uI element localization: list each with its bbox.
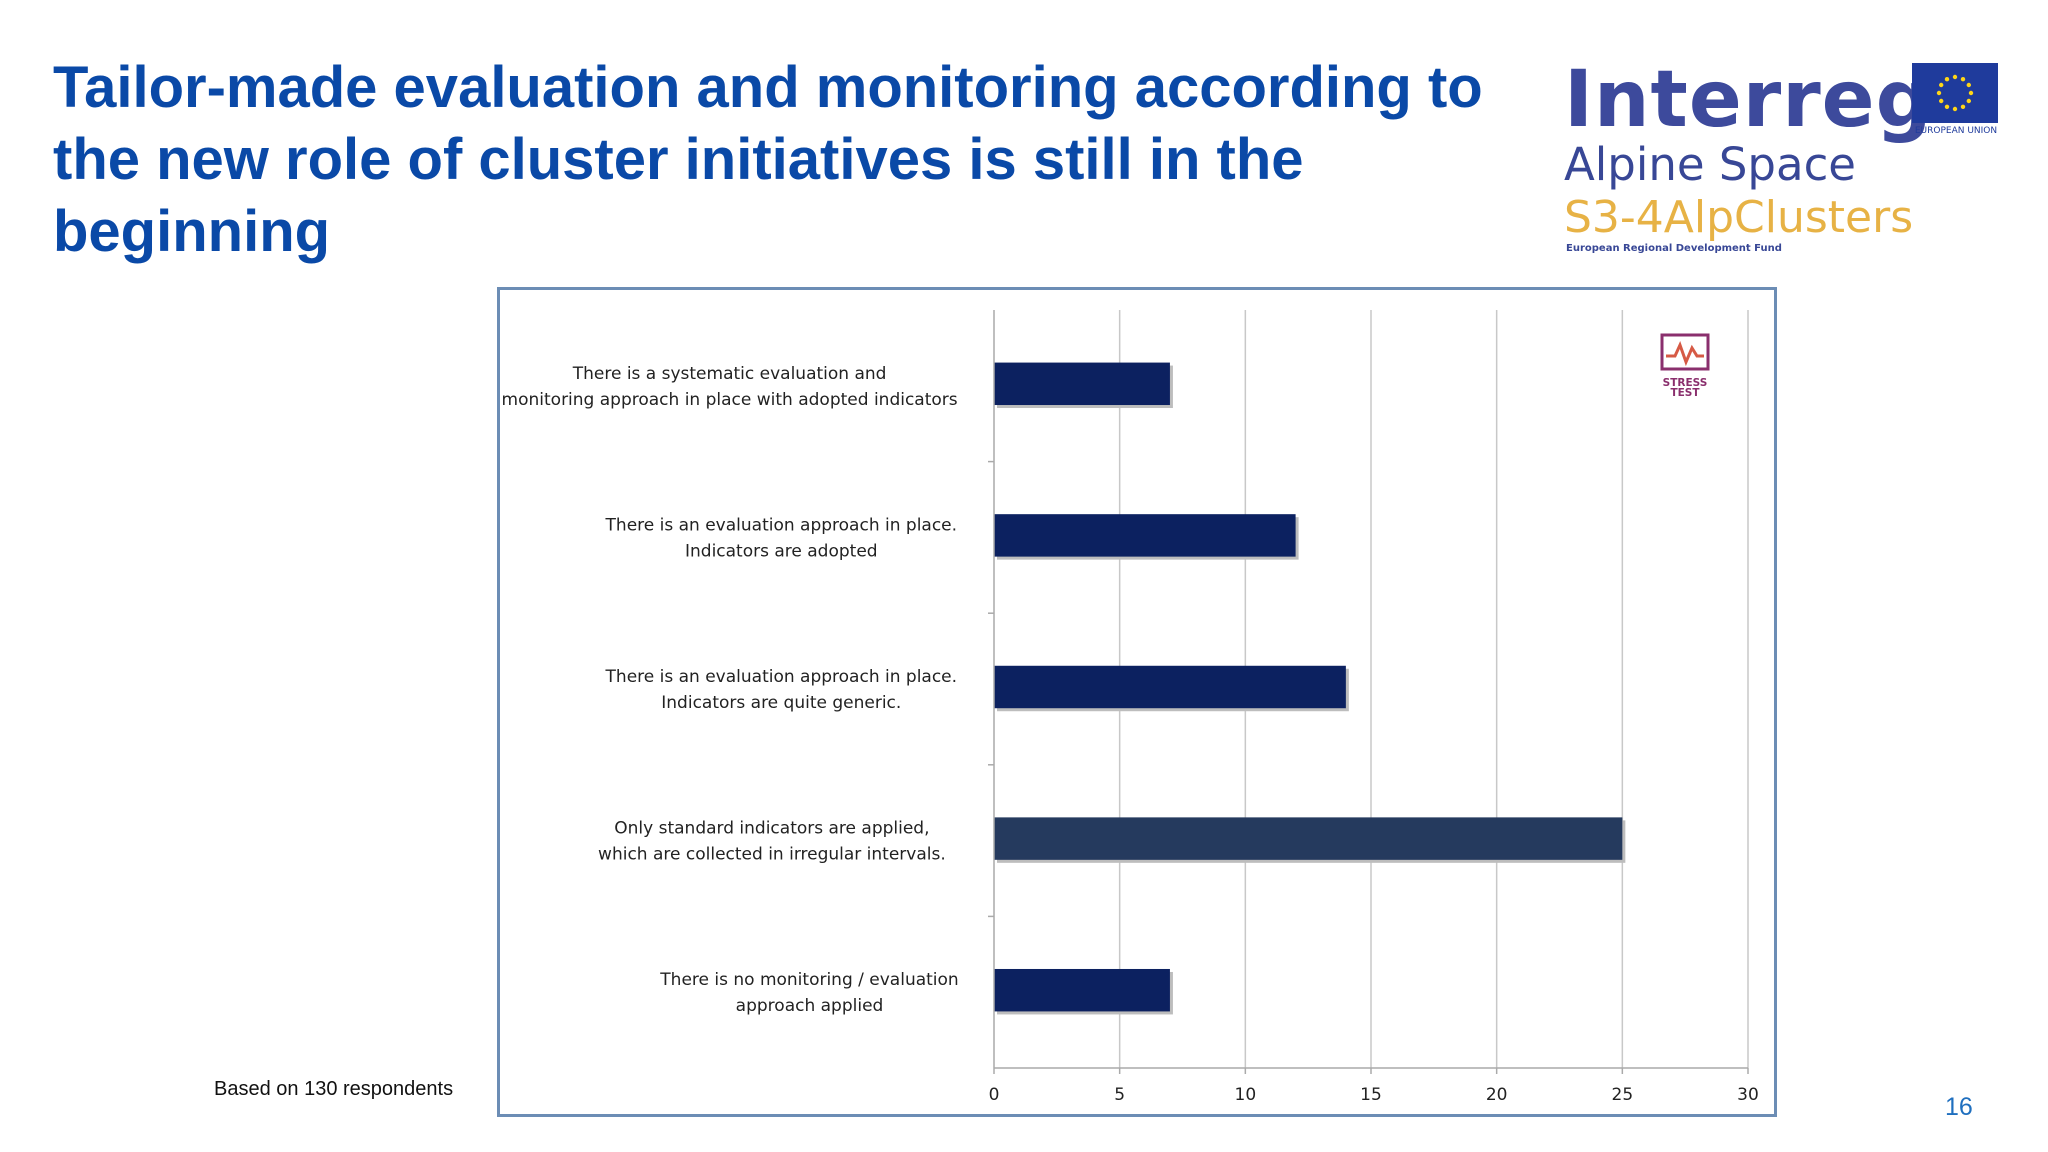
chart-frame: There is a systematic evaluation and moni… xyxy=(497,287,1777,1117)
tick-labels: 0 5 10 15 20 25 30 xyxy=(989,1085,1759,1105)
category-label-line: There is a systematic evaluation and xyxy=(572,364,887,384)
x-tick-label: 5 xyxy=(1114,1085,1125,1105)
stress-test-label-1: STRESS xyxy=(1663,377,1708,389)
category-label-line: which are collected in irregular interva… xyxy=(598,845,946,865)
x-tick-label: 15 xyxy=(1360,1085,1382,1105)
axes xyxy=(988,310,1748,1069)
stress-test-pulse xyxy=(1666,340,1704,367)
x-tick-label: 0 xyxy=(989,1085,1000,1105)
bar xyxy=(994,665,1346,709)
bar xyxy=(994,817,1623,860)
footnote: Based on 130 respondents xyxy=(214,1078,454,1100)
category-label-line: monitoring approach in place with adopte… xyxy=(502,390,958,410)
logo-fund-text: European Regional Development Fund xyxy=(1566,243,1782,254)
eu-flag-icon xyxy=(1912,63,1998,123)
interreg-logo: Interreg Alpine Space S3-4AlpClusters Eu… xyxy=(1560,55,2000,265)
category-label: There is an evaluation approach in place… xyxy=(605,515,958,561)
category-label-line: Indicators are adopted xyxy=(685,541,878,561)
category-label-line: Indicators are quite generic. xyxy=(661,693,901,713)
bar xyxy=(994,514,1296,557)
x-tick-label: 30 xyxy=(1737,1085,1759,1105)
x-tick-label: 10 xyxy=(1235,1085,1257,1105)
category-labels: There is a systematic evaluation and moni… xyxy=(502,364,959,1016)
bars xyxy=(994,362,1626,1015)
x-tick-label: 25 xyxy=(1612,1085,1634,1105)
logo-interreg-text: Interreg xyxy=(1564,55,1933,145)
eu-label: EUROPEAN UNION xyxy=(1914,126,1998,136)
category-label-line: There is no monitoring / evaluation xyxy=(659,970,958,990)
x-tick-label: 20 xyxy=(1486,1085,1508,1105)
category-label-line: There is an evaluation approach in place… xyxy=(605,515,958,535)
category-label: There is an evaluation approach in place… xyxy=(605,667,958,713)
category-label-line: approach applied xyxy=(736,996,884,1016)
category-label: Only standard indicators are applied, whi… xyxy=(598,819,946,865)
logo-project-text: S3-4AlpClusters xyxy=(1564,192,1914,243)
stress-test-badge: STRESS TEST xyxy=(1660,333,1710,399)
bar xyxy=(994,968,1170,1012)
slide-title: Tailor-made evaluation and monitoring ac… xyxy=(53,55,1483,264)
stress-test-label-2: TEST xyxy=(1670,387,1700,399)
category-label-line: Only standard indicators are applied, xyxy=(614,819,929,839)
bar-chart: There is a systematic evaluation and moni… xyxy=(502,310,1759,1105)
stress-test-icon xyxy=(1660,333,1710,371)
bar xyxy=(994,362,1170,406)
category-label: There is a systematic evaluation and moni… xyxy=(502,364,958,410)
category-label-line: There is an evaluation approach in place… xyxy=(605,667,958,687)
category-label: There is no monitoring / evaluation appro… xyxy=(659,970,958,1016)
logo-program-text: Alpine Space xyxy=(1564,138,1856,191)
page-number: 16 xyxy=(1945,1093,1973,1121)
